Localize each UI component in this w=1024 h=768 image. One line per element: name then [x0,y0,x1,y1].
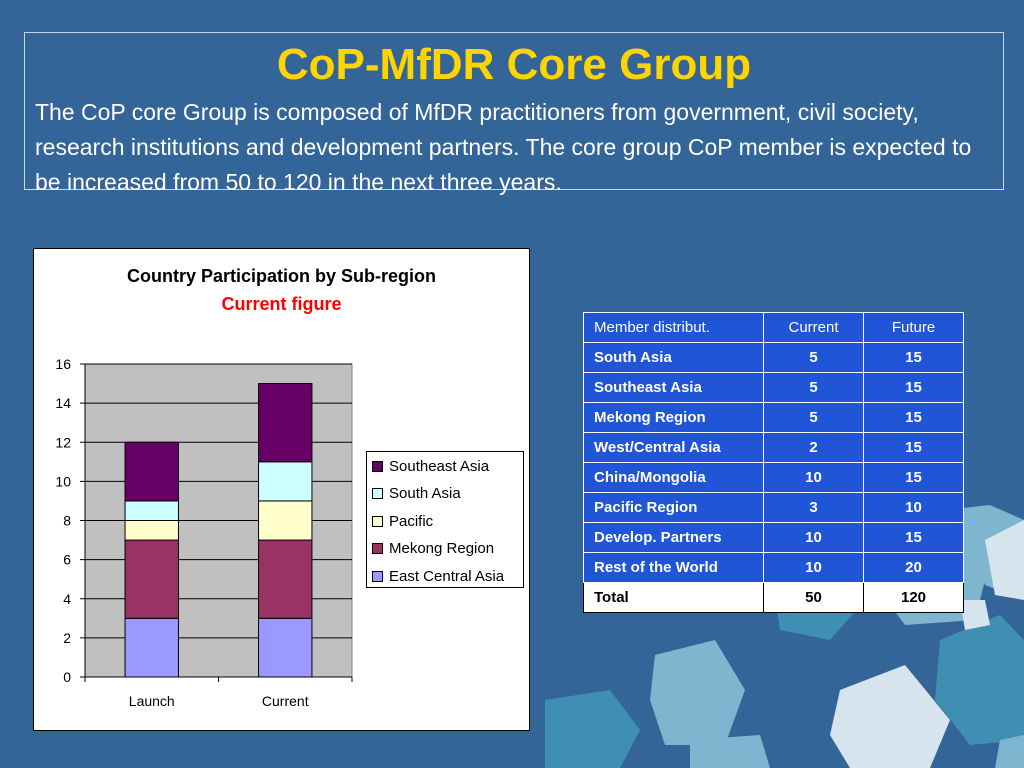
legend-swatch [372,488,383,499]
legend-label: Pacific [389,512,434,530]
bar-segment [258,539,313,619]
legend-item: East Central Asia [372,566,504,586]
legend-item: South Asia [372,484,461,504]
table-cell-future: 10 [863,492,964,523]
table-cell-region: China/Mongolia [583,462,764,493]
table-cell-future: 15 [863,462,964,493]
y-tick-label: 16 [55,356,71,372]
legend-item: Southeast Asia [372,456,489,476]
y-tick-label: 2 [63,630,71,646]
chart-subtitle: Current figure [221,294,342,314]
bar-segment [258,461,313,502]
chart-title: Country Participation by Sub-region [126,266,436,286]
table-cell-current: 5 [763,402,864,433]
table-row: Southeast Asia 5 15 [583,372,964,403]
table-cell-region: Southeast Asia [583,372,764,403]
table-cell-current: 2 [763,432,864,463]
table-total-row: Total 50 120 [583,582,964,613]
legend-label: South Asia [389,485,461,502]
puzzle-piece [545,690,640,768]
x-tick-label: Current [262,693,309,709]
member-distribution-table: Member distribut. Current Future South A… [583,312,964,613]
table-cell-future: 15 [863,372,964,403]
chart-panel: 0 2 4 6 8 10 12 14 16 Launch Current Country Parti… [33,248,530,731]
bar-segment [124,617,179,678]
table-header-cell: Member distribut. [583,312,764,343]
page-description: The CoP core Group is composed of MfDR p… [35,99,972,195]
bar-segment [124,539,179,619]
table-cell-future: 15 [863,522,964,553]
bar-segment [258,383,313,463]
puzzle-piece [985,520,1024,600]
table-cell-future: 20 [863,552,964,583]
legend-label: East Central Asia [389,567,505,585]
y-tick-label: 10 [55,473,71,489]
y-tick-label: 8 [63,513,71,529]
table-cell-current: 10 [763,522,864,553]
bar-segment [124,500,179,521]
legend-swatch [372,515,383,527]
table-row: Rest of the World 10 20 [583,552,964,583]
table-cell-current: 10 [763,462,864,493]
table-total-label: Total [583,582,764,613]
puzzle-piece [995,735,1024,768]
chart-legend: Southeast Asia South Asia Pacific Mekong Re… [366,451,524,588]
table-cell-region: Pacific Region [583,492,764,523]
bar-segment [258,500,313,541]
table-row: China/Mongolia 10 15 [583,462,964,493]
y-tick-label: 0 [63,669,71,685]
table-header-cell: Current [763,312,864,343]
table-cell-current: 3 [763,492,864,523]
x-tick-label: Launch [129,693,175,709]
page-title: CoP-MfDR Core Group [276,40,752,89]
table-row: South Asia 5 15 [583,342,964,373]
table-cell-current: 5 [763,342,864,373]
table-cell-future: 15 [863,342,964,373]
bar-segment [124,520,179,541]
table-cell-region: South Asia [583,342,764,373]
table-header-cell: Future [863,312,964,343]
member-distribution-table-wrap: Member distribut. Current Future South A… [583,312,964,613]
table-row: Develop. Partners 10 15 [583,522,964,553]
puzzle-piece [960,600,990,630]
puzzle-piece [830,665,950,768]
y-tick-label: 14 [55,395,71,411]
stacked-bar-chart: 0 2 4 6 8 10 12 14 16 Launch Current [55,356,353,709]
y-tick-label: 4 [63,591,71,607]
table-row: Mekong Region 5 15 [583,402,964,433]
table-cell-region: West/Central Asia [583,432,764,463]
y-tick-label: 12 [55,434,71,450]
puzzle-piece [935,615,1024,745]
table-cell-region: Mekong Region [583,402,764,433]
legend-item: Pacific [372,511,433,531]
table-cell-region: Rest of the World [583,552,764,583]
bar-segment [124,441,179,502]
table-row: Pacific Region 3 10 [583,492,964,523]
legend-swatch [372,543,383,554]
legend-swatch [372,570,383,582]
table-row: West/Central Asia 2 15 [583,432,964,463]
puzzle-piece [690,735,770,768]
table-cell-current: 10 [763,552,864,583]
y-tick-label: 6 [63,552,71,568]
legend-label: Mekong Region [389,540,495,557]
table-cell-future: 15 [863,402,964,433]
table-cell-region: Develop. Partners [583,522,764,553]
header-box: CoP-MfDR Core Group The CoP core Group i… [24,32,1004,195]
legend-label: Southeast Asia [389,457,490,475]
table-cell-future: 15 [863,432,964,463]
table-cell-current: 5 [763,372,864,403]
table-header-row: Member distribut. Current Future [583,312,964,343]
bar-segment [258,617,313,678]
puzzle-piece [650,640,745,745]
legend-item: Mekong Region [372,539,494,559]
legend-swatch [372,460,383,472]
table-total-future: 120 [863,582,964,613]
table-total-current: 50 [763,582,864,613]
